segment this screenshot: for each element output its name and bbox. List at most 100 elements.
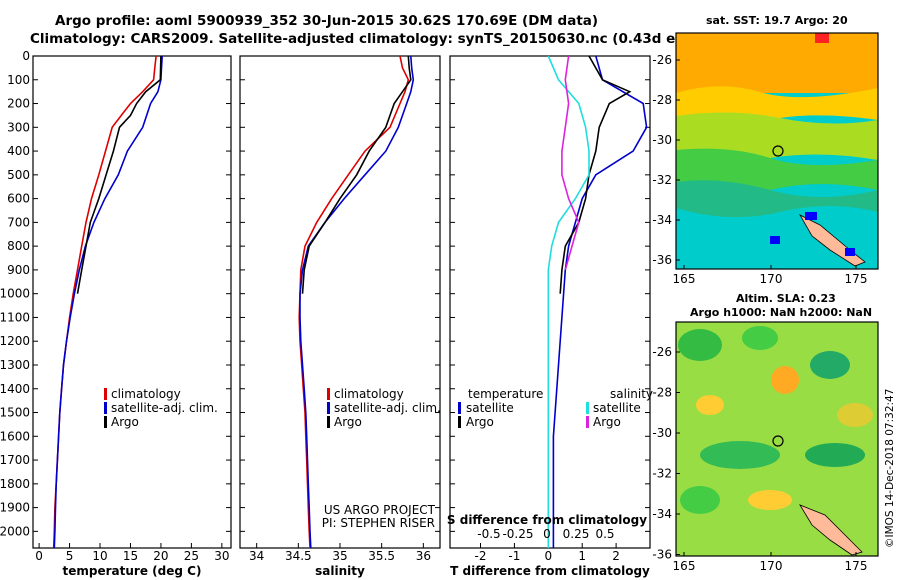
title-line-1: Argo profile: aoml 5900939_352 30-Jun-20…: [55, 13, 598, 29]
legend-entry: Argo: [593, 415, 621, 429]
map-x-tick-label: 175: [845, 272, 868, 286]
map-y-tick-label: -30: [652, 133, 672, 147]
map-y-tick-label: -30: [652, 426, 672, 440]
series-line: [561, 55, 580, 271]
plot-frame: [32, 55, 232, 549]
x-axis-label-2: S difference from climatology: [447, 513, 647, 527]
project-note: PI: STEPHEN RISER: [322, 516, 435, 530]
x-tick-label: 35.5: [368, 549, 395, 563]
y-tick-label: 800: [7, 239, 30, 253]
legend-entry: climatology: [111, 387, 181, 401]
y-tick-label: 1600: [0, 429, 30, 443]
sst-map-axes: 165 170 175 -26 -28 -30 -32 -34 -36: [652, 32, 879, 286]
x-tick-label: 1: [578, 549, 586, 563]
y-tick-label: 500: [7, 168, 30, 182]
y-tick-label: 1200: [0, 334, 30, 348]
legend-entry: Argo: [334, 415, 362, 429]
x-tick-label-2: -0.25: [502, 527, 533, 541]
x-tick-label: 10: [92, 549, 107, 563]
y-tick-label: 900: [7, 263, 30, 277]
y-tick-label: 300: [7, 120, 30, 134]
sst-argo-location: [772, 145, 784, 157]
sla-argo-location: [772, 435, 784, 447]
legend-entry: temperature: [468, 387, 543, 401]
map-x-tick-label: 170: [760, 559, 783, 573]
sla-map-title: Altim. SLA: 0.23: [736, 292, 836, 305]
y-tick-label: 700: [7, 215, 30, 229]
legend-swatch: [586, 402, 589, 414]
sst-map-title: sat. SST: 19.7 Argo: 20: [706, 14, 848, 27]
x-tick-label: 20: [153, 549, 168, 563]
legend-entry: Argo: [111, 415, 139, 429]
title-line-2: Climatology: CARS2009. Satellite-adjuste…: [30, 31, 722, 47]
plot-frame: [239, 55, 441, 549]
sst-map: [676, 33, 878, 269]
project-note: US ARGO PROJECT: [324, 503, 436, 517]
legend-swatch: [327, 388, 330, 400]
map-frame: [675, 32, 879, 270]
x-tick-label: 2: [612, 549, 620, 563]
x-tick-label: 30: [214, 549, 229, 563]
map-y-tick-label: -28: [652, 93, 672, 107]
legend-entry: climatology: [334, 387, 404, 401]
y-tick-label: 1800: [0, 477, 30, 491]
x-axis-label: temperature (deg C): [63, 564, 202, 578]
series-line: [559, 55, 632, 294]
imos-timestamp: ©IMOS 14-Dec-2018 07:32:47: [884, 389, 896, 548]
legend-swatch: [586, 416, 589, 428]
sla-map-axes: 165 170 175 -26 -28 -30 -32 -34 -36: [652, 321, 879, 573]
temperature-panel: 0 100 200 300 400 500 600 700 800 900 1000 1100 1200…: [0, 49, 232, 578]
map-y-tick-label: -32: [652, 173, 672, 187]
x-tick-label-2: -0.5: [477, 527, 500, 541]
y-tick-label: 200: [7, 97, 30, 111]
x-tick-label-2: 0.25: [563, 527, 590, 541]
y-tick-label: 0: [22, 49, 30, 63]
map-x-tick-label: 165: [673, 272, 696, 286]
series-line: [301, 55, 412, 294]
y-tick-label: 2000: [0, 524, 30, 538]
y-tick-label: 400: [7, 144, 30, 158]
map-x-tick-label: 165: [673, 559, 696, 573]
x-tick-label: -1: [508, 549, 520, 563]
x-tick-label: 36: [416, 549, 431, 563]
map-y-tick-label: -36: [652, 548, 672, 562]
series-line: [299, 55, 415, 549]
x-tick-label: -2: [475, 549, 487, 563]
y-tick-label: 100: [7, 73, 30, 87]
salinity-panel: 34 34.5 35 35.5 36 salinity climatologysatelli…: [239, 55, 441, 578]
map-x-tick-label: 175: [845, 559, 868, 573]
legend-swatch: [104, 402, 107, 414]
map-y-tick-label: -36: [652, 253, 672, 267]
map-y-tick-label: -32: [652, 467, 672, 481]
y-tick-label: 1000: [0, 287, 30, 301]
map-frame: [675, 321, 879, 557]
series-line: [547, 55, 590, 548]
x-axis-label: salinity: [315, 564, 365, 578]
y-tick-label: 600: [7, 192, 30, 206]
legend-swatch: [327, 416, 330, 428]
series-line: [76, 55, 162, 294]
sla-map-subtitle: Argo h1000: NaN h2000: NaN: [690, 306, 872, 319]
plot-frame: [449, 55, 651, 549]
y-tick-label: 1900: [0, 501, 30, 515]
map-y-tick-label: -28: [652, 386, 672, 400]
x-tick-label: 0: [544, 549, 552, 563]
map-y-tick-label: -26: [652, 53, 672, 67]
y-tick-label: 1100: [0, 310, 30, 324]
y-tick-label: 1300: [0, 358, 30, 372]
legend-entry: salinity: [610, 387, 653, 401]
y-tick-label: 1400: [0, 382, 30, 396]
legend-swatch: [327, 402, 330, 414]
difference-panel: -2 -1 0 1 2T difference from climatology S di…: [447, 55, 653, 578]
series-line: [552, 55, 648, 548]
legend-swatch: [104, 388, 107, 400]
map-y-tick-label: -34: [652, 507, 672, 521]
x-tick-label-2: 0.5: [595, 527, 614, 541]
x-tick-label: 34.5: [285, 549, 312, 563]
sla-map: [676, 322, 878, 556]
legend-swatch: [104, 416, 107, 428]
y-tick-label: 1500: [0, 406, 30, 420]
x-tick-label: 25: [184, 549, 199, 563]
map-y-tick-label: -34: [652, 213, 672, 227]
legend-entry: satellite: [466, 401, 514, 415]
